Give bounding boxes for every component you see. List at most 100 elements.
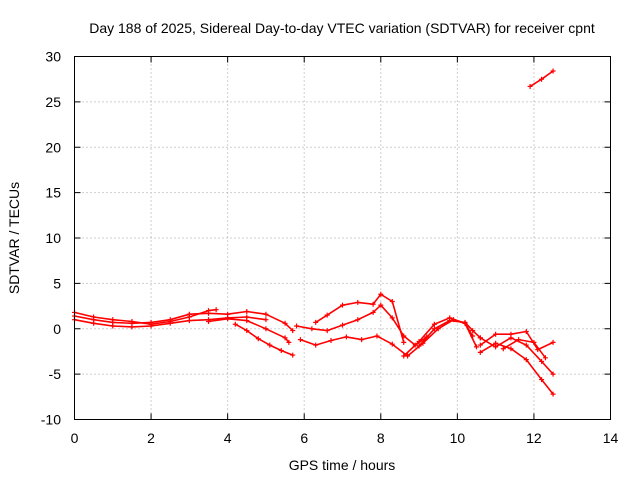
data-point [324, 312, 330, 318]
data-point [416, 343, 422, 349]
data-point [416, 338, 422, 344]
data-point [493, 340, 499, 346]
series-track-5-points [232, 321, 296, 358]
series-track-14 [502, 338, 547, 359]
data-point [355, 317, 361, 323]
data-point [401, 339, 407, 345]
data-point [355, 299, 361, 305]
data-point [389, 315, 395, 321]
data-point [550, 339, 556, 345]
data-point [539, 377, 545, 383]
data-point [431, 321, 437, 327]
data-point [508, 331, 514, 337]
data-point [508, 346, 514, 352]
data-point [167, 317, 173, 323]
data-point [313, 342, 319, 348]
data-point [290, 328, 296, 334]
series-track-14-points [500, 337, 548, 361]
data-point [282, 335, 288, 341]
data-point [542, 355, 548, 361]
series-track-9 [402, 317, 478, 357]
data-point [539, 76, 545, 82]
data-point [290, 352, 296, 358]
data-point [313, 319, 319, 325]
x-tick-label: 6 [300, 430, 308, 446]
data-point [374, 333, 380, 339]
x-tick-label: 4 [224, 430, 232, 446]
data-point [431, 326, 437, 332]
data-point [263, 326, 269, 332]
data-point [447, 318, 453, 324]
data-point [186, 311, 192, 317]
data-point [232, 321, 238, 327]
data-point [462, 319, 468, 325]
y-tick-label: 5 [53, 275, 61, 291]
data-point [378, 302, 384, 308]
data-point [244, 328, 250, 334]
data-point [477, 342, 483, 348]
data-point [244, 318, 250, 324]
data-point [370, 301, 376, 307]
data-point [477, 335, 483, 341]
data-point [263, 311, 269, 317]
grid-lines [74, 56, 611, 420]
series-track-11 [479, 336, 554, 375]
data-point [186, 318, 192, 324]
series-track-6-points [294, 302, 430, 348]
series-track-7 [314, 293, 405, 344]
axis-ticks: 0 2 4 6 8 10 12 14 -10 -5 0 5 10 15 20 25 30 [41, 49, 619, 447]
x-tick-label: 8 [377, 430, 385, 446]
data-point [206, 318, 211, 324]
series-track-7-points [313, 291, 407, 345]
data-point [523, 357, 529, 363]
data-point [309, 326, 315, 332]
data-point [378, 291, 384, 297]
data-point [539, 358, 545, 364]
data-point [278, 348, 284, 354]
data-point [401, 353, 407, 359]
data-point [206, 310, 211, 316]
series-track-5 [234, 323, 294, 356]
data-point [493, 331, 499, 337]
series-track-8 [299, 318, 474, 357]
y-tick-label: 25 [45, 94, 61, 110]
x-tick-label: 10 [450, 430, 466, 446]
y-tick-label: 30 [45, 49, 61, 65]
data-point [531, 339, 537, 345]
data-point [340, 302, 345, 308]
y-tick-label: 20 [45, 139, 61, 155]
data-point [255, 336, 261, 342]
series-track-4 [207, 317, 290, 344]
data-point [550, 68, 556, 74]
series-track-10 [418, 319, 482, 347]
x-tick-label: 14 [603, 430, 619, 446]
data-point [294, 323, 300, 329]
data-point [328, 338, 334, 344]
data-point [359, 337, 365, 343]
data-point [129, 320, 135, 326]
data-point [282, 320, 288, 326]
data-point [297, 337, 303, 343]
data-point [500, 346, 506, 352]
series-track-15-points [527, 68, 556, 89]
data-point [474, 344, 479, 350]
series-track-4-points [206, 316, 292, 345]
data-point [523, 328, 529, 334]
data-point [370, 309, 376, 315]
y-tick-label: -10 [41, 412, 61, 428]
data-point [91, 317, 97, 323]
y-tick-label: 10 [45, 230, 61, 246]
data-point [477, 349, 483, 355]
series-track-12-points [477, 340, 556, 397]
y-tick-label: 0 [53, 321, 61, 337]
data-point [213, 307, 219, 313]
data-point [389, 299, 395, 305]
data-point [286, 339, 292, 345]
data-point [343, 334, 349, 340]
y-tick-label: -5 [49, 366, 62, 382]
data-point [263, 317, 269, 323]
x-tick-label: 0 [71, 430, 79, 446]
y-tick-label: 15 [45, 185, 61, 201]
data-point [516, 337, 522, 343]
data-point [267, 342, 273, 348]
